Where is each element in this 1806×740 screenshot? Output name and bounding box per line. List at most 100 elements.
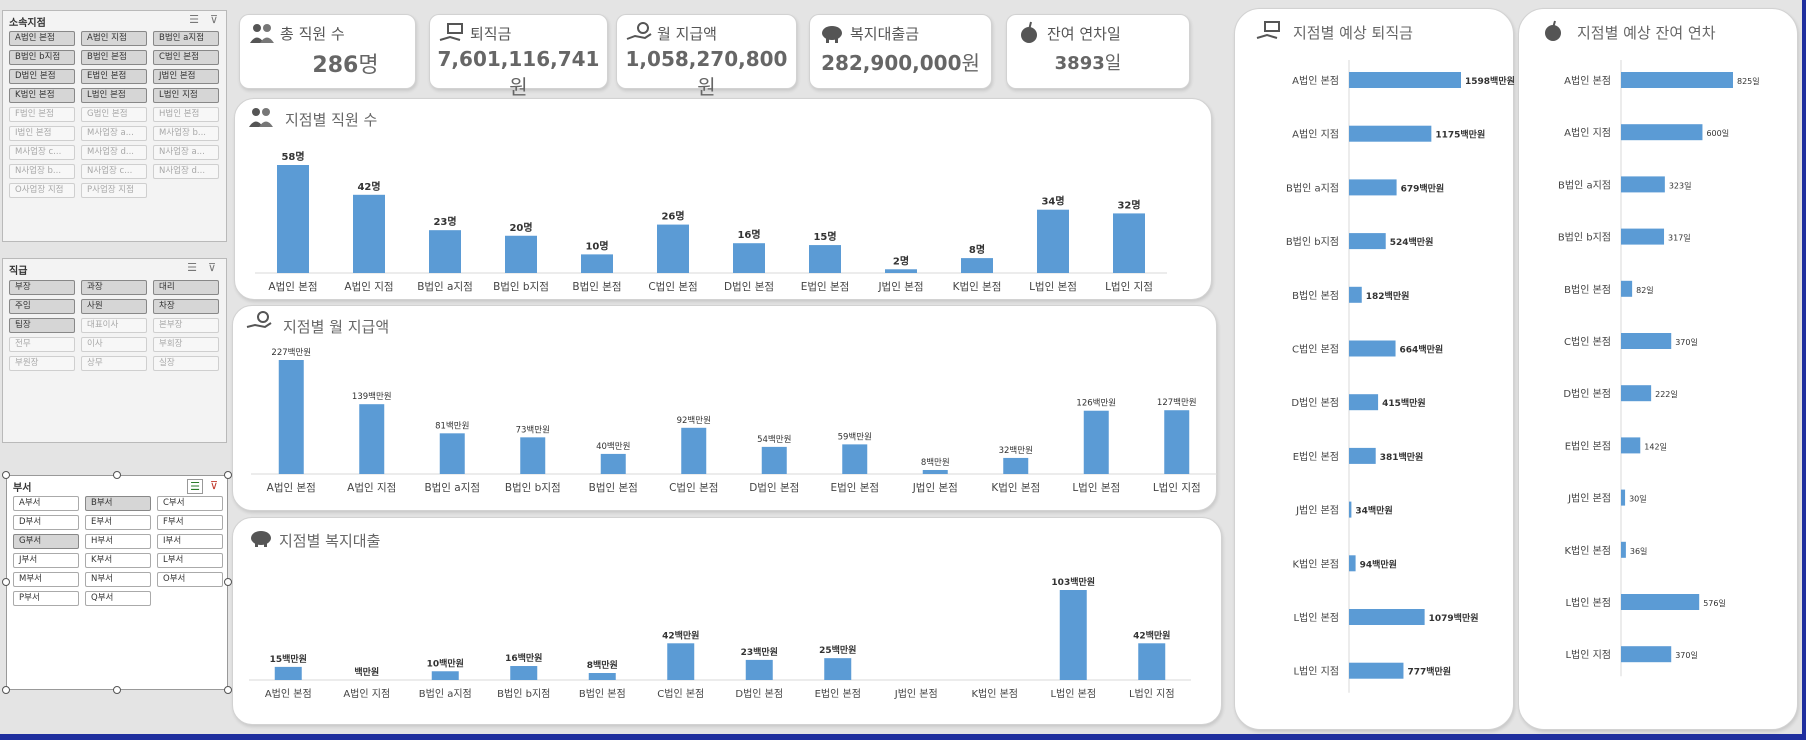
slicer-item[interactable]: N사업장 d...	[153, 164, 219, 179]
bar[interactable]	[274, 666, 302, 680]
slicer-item[interactable]: K법인 본점	[9, 88, 75, 103]
slicer-item[interactable]: K부서	[85, 553, 151, 568]
bar[interactable]	[1349, 233, 1386, 250]
slicer-item[interactable]: P부서	[13, 591, 79, 606]
slicer-item[interactable]: N부서	[85, 572, 151, 587]
slicer-item[interactable]: 부회장	[153, 337, 219, 352]
bar[interactable]	[1349, 447, 1376, 464]
bar[interactable]	[510, 666, 538, 680]
bar[interactable]	[1621, 594, 1700, 610]
bar[interactable]	[1621, 333, 1672, 349]
slicer-item[interactable]: N사업장 a...	[153, 145, 219, 160]
bar[interactable]	[431, 671, 459, 680]
resize-handle[interactable]	[2, 471, 10, 479]
bar[interactable]	[429, 230, 461, 273]
slicer-item[interactable]: L법인 본점	[81, 88, 147, 103]
slicer-item[interactable]: 과장	[81, 280, 147, 295]
slicer-item[interactable]: 상무	[81, 356, 147, 371]
bar[interactable]	[681, 427, 707, 474]
multi-select-icon[interactable]: ☰	[189, 13, 199, 26]
slicer-item[interactable]: P사업장 지점	[81, 183, 147, 198]
slicer-item[interactable]: 주임	[9, 299, 75, 314]
slicer-item[interactable]: B부서	[85, 496, 151, 511]
bar[interactable]	[1113, 213, 1145, 273]
slicer-item[interactable]: O사업장 지점	[9, 183, 75, 198]
slicer-item[interactable]: Q부서	[85, 591, 151, 606]
clear-filter-icon[interactable]: ⊽	[209, 479, 219, 492]
bar[interactable]	[885, 269, 917, 273]
slicer-item[interactable]: E법인 본점	[81, 69, 147, 84]
resize-handle[interactable]	[113, 471, 121, 479]
slicer-item[interactable]: 부원장	[9, 356, 75, 371]
slicer-item[interactable]: H부서	[85, 534, 151, 549]
bar[interactable]	[1349, 72, 1461, 88]
bar[interactable]	[1083, 410, 1109, 474]
bar[interactable]	[1621, 489, 1626, 506]
slicer-item[interactable]: C부서	[157, 496, 223, 511]
clear-filter-icon[interactable]: ⊽	[207, 261, 217, 274]
slicer-item[interactable]: F부서	[157, 515, 223, 530]
slicer-item[interactable]: 대표이사	[81, 318, 147, 333]
slicer-item[interactable]: 이사	[81, 337, 147, 352]
slicer-item[interactable]: 차장	[153, 299, 219, 314]
bar[interactable]	[1621, 437, 1641, 454]
slicer-item[interactable]: A부서	[13, 496, 79, 511]
resize-handle[interactable]	[224, 471, 232, 479]
slicer-item[interactable]: J법인 본점	[153, 69, 219, 84]
slicer-item[interactable]: 실장	[153, 356, 219, 371]
bar[interactable]	[600, 453, 626, 474]
multi-select-icon[interactable]: ☰	[187, 479, 203, 494]
bar[interactable]	[657, 224, 689, 273]
resize-handle[interactable]	[224, 578, 232, 586]
clear-filter-icon[interactable]: ⊽	[209, 13, 219, 26]
bar[interactable]	[1621, 385, 1652, 402]
bar[interactable]	[1621, 228, 1665, 245]
bar[interactable]	[581, 254, 613, 273]
slicer-item[interactable]: N사업장 c...	[81, 164, 147, 179]
bar[interactable]	[1621, 541, 1626, 558]
slicer-item[interactable]: I부서	[157, 534, 223, 549]
slicer-item[interactable]: 전무	[9, 337, 75, 352]
bar[interactable]	[809, 245, 841, 273]
bar[interactable]	[1621, 124, 1703, 141]
slicer-item[interactable]: D법인 본점	[9, 69, 75, 84]
bar[interactable]	[1621, 72, 1733, 88]
slicer-item[interactable]: L부서	[157, 553, 223, 568]
bar[interactable]	[1059, 590, 1087, 680]
slicer-item[interactable]: A법인 지점	[81, 31, 147, 46]
bar[interactable]	[505, 235, 537, 273]
bar[interactable]	[1349, 501, 1352, 518]
bar[interactable]	[1621, 280, 1633, 297]
slicer-item[interactable]: J부서	[13, 553, 79, 568]
bar[interactable]	[278, 360, 304, 474]
bar[interactable]	[1003, 457, 1029, 474]
slicer-item[interactable]: N사업장 b...	[9, 164, 75, 179]
bar[interactable]	[745, 659, 773, 680]
bar[interactable]	[1349, 555, 1356, 572]
bar[interactable]	[1621, 646, 1672, 663]
bar[interactable]	[520, 437, 546, 474]
bar[interactable]	[761, 446, 787, 474]
slicer-item[interactable]: F법인 본점	[9, 107, 75, 122]
slicer-item[interactable]: H법인 본점	[153, 107, 219, 122]
slicer-item[interactable]: 부장	[9, 280, 75, 295]
resize-handle[interactable]	[2, 686, 10, 694]
slicer-item[interactable]: 사원	[81, 299, 147, 314]
slicer-item[interactable]: O부서	[157, 572, 223, 587]
bar[interactable]	[824, 658, 852, 680]
bar[interactable]	[1349, 609, 1425, 625]
bar[interactable]	[1037, 209, 1069, 273]
slicer-item[interactable]: A법인 본점	[9, 31, 75, 46]
bar[interactable]	[1349, 662, 1404, 679]
resize-handle[interactable]	[224, 686, 232, 694]
bar[interactable]	[1164, 410, 1190, 474]
slicer-item[interactable]: M사업장 d...	[81, 145, 147, 160]
bar[interactable]	[733, 243, 765, 273]
bar[interactable]	[1349, 125, 1432, 142]
slicer-item[interactable]: M사업장 b...	[153, 126, 219, 141]
bar[interactable]	[922, 469, 948, 474]
resize-handle[interactable]	[2, 578, 10, 586]
slicer-item[interactable]: B법인 b지점	[9, 50, 75, 65]
slicer-item[interactable]: G법인 본점	[81, 107, 147, 122]
resize-handle[interactable]	[113, 686, 121, 694]
